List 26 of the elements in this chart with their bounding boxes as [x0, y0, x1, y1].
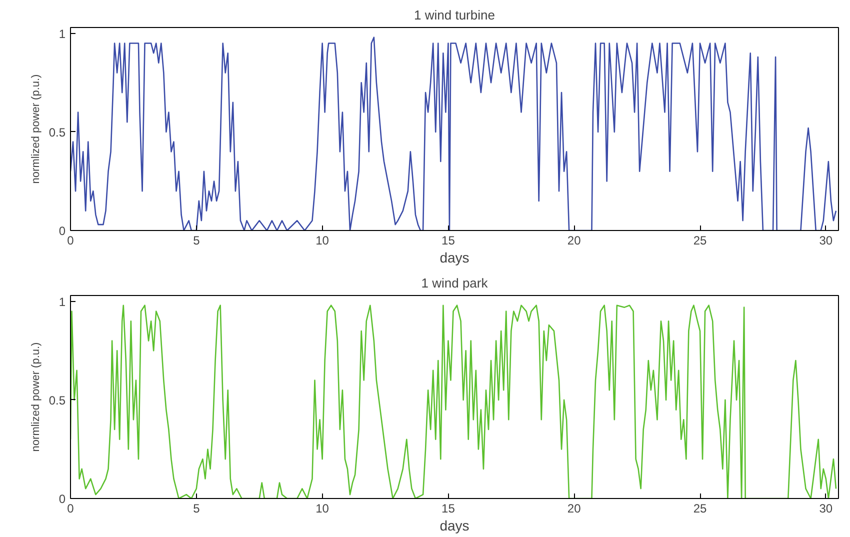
x-tick-label: 30 [819, 502, 833, 516]
x-tick-label: 15 [442, 234, 456, 248]
x-tick-label: 10 [316, 234, 330, 248]
x-tick-label: 5 [193, 502, 200, 516]
x-tick-label: 0 [67, 502, 74, 516]
y-tick-label: 0.5 [48, 393, 66, 408]
y-axis-title: normlized power (p.u.) [30, 342, 42, 452]
x-tick-label: 20 [567, 234, 582, 248]
x-axis-title: days [440, 518, 470, 534]
x-tick-label: 15 [442, 502, 456, 516]
y-axis-title: normlized power (p.u.) [30, 74, 42, 184]
x-tick-label: 10 [316, 502, 330, 516]
chart-title: 1 wind turbine [414, 8, 495, 22]
y-tick-label: 1 [58, 26, 66, 41]
y-tick-label: 1 [58, 294, 66, 309]
y-tick-label: 0.5 [48, 125, 66, 140]
x-tick-label: 30 [819, 234, 833, 248]
y-tick-label: 0 [58, 224, 66, 238]
x-tick-label: 20 [567, 502, 582, 516]
x-tick-label: 25 [693, 502, 708, 516]
y-tick-label: 0 [58, 492, 66, 506]
chart-title: 1 wind park [421, 276, 488, 290]
x-tick-label: 0 [67, 234, 74, 248]
x-tick-label: 5 [193, 234, 200, 248]
x-tick-label: 25 [693, 234, 708, 248]
x-axis-title: days [440, 250, 470, 266]
